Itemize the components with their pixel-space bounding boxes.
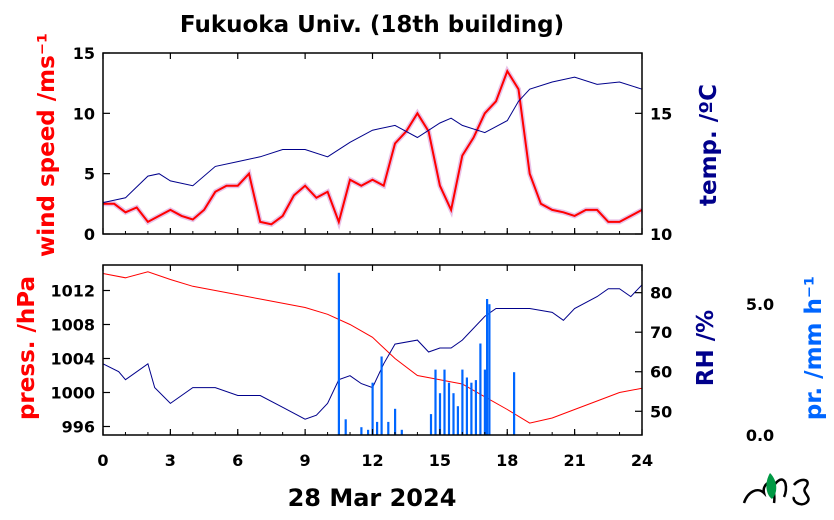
right-y-tick-label: 60 bbox=[650, 363, 672, 382]
precipitation-bar bbox=[387, 421, 390, 435]
wind-speed-raw-band bbox=[103, 65, 644, 231]
precipitation-bar bbox=[474, 380, 477, 435]
precipitation-bar bbox=[465, 377, 468, 435]
left-y-tick-label: 1012 bbox=[50, 282, 95, 301]
precipitation-bar bbox=[344, 419, 347, 435]
precipitation-bar bbox=[371, 382, 374, 435]
precipitation-bar bbox=[452, 393, 455, 435]
left-y-tick-label: 10 bbox=[73, 104, 95, 123]
precipitation-bar bbox=[443, 369, 446, 435]
x-tick-label: 3 bbox=[165, 451, 176, 470]
temperature-line bbox=[102, 76, 643, 204]
top-panel: 0 5 10 15 10 15 bbox=[73, 44, 673, 244]
precipitation-bar bbox=[429, 414, 433, 435]
left-y-tick-label: 1004 bbox=[50, 350, 95, 369]
right-y-tick-label: 50 bbox=[650, 402, 672, 421]
pressure-axis-label: press. /hPa bbox=[14, 276, 40, 420]
precipitation-bar bbox=[400, 429, 403, 435]
left-y-tick-label: 0 bbox=[84, 225, 95, 244]
logo-icon bbox=[742, 473, 810, 506]
precipitation-tick-label: 5.0 bbox=[746, 295, 774, 314]
precipitation-bar bbox=[367, 429, 370, 435]
precipitation-bar bbox=[483, 369, 486, 435]
precipitation-axis: 0.0 5.0 bbox=[746, 295, 774, 445]
right-y-tick-label: 80 bbox=[650, 284, 672, 303]
precipitation-bar bbox=[461, 369, 464, 435]
wind-speed-axis-label: wind speed /ms⁻¹ bbox=[34, 33, 60, 257]
precipitation-bar bbox=[438, 393, 442, 435]
precipitation-bar bbox=[380, 356, 383, 435]
x-tick-label: 6 bbox=[232, 451, 243, 470]
right-y-tick-label: 10 bbox=[650, 225, 672, 244]
wind-speed-line bbox=[103, 68, 643, 226]
precipitation-bar bbox=[360, 427, 363, 435]
precipitation-bar bbox=[486, 299, 489, 435]
x-tick-label: 18 bbox=[496, 451, 518, 470]
temperature-axis-label: temp. /ºC bbox=[696, 84, 722, 206]
date-label: 28 Mar 2024 bbox=[288, 484, 457, 512]
precipitation-bar bbox=[470, 382, 473, 435]
precipitation-bar bbox=[488, 304, 491, 435]
humidity-axis-label: RH /% bbox=[693, 310, 719, 386]
precipitation-bar bbox=[479, 343, 482, 435]
x-tick-label: 24 bbox=[631, 451, 653, 470]
bottom-panel: 0 3 6 9 12 15 18 21 24 996 1000 1004 1008 1012 50 60 70 8… bbox=[50, 264, 672, 470]
humidity-line bbox=[102, 284, 643, 420]
precipitation-bar bbox=[456, 406, 459, 435]
precipitation-bar bbox=[337, 272, 340, 435]
precipitation-bar bbox=[434, 369, 437, 435]
right-y-tick-label: 15 bbox=[650, 104, 672, 123]
pressure-line bbox=[102, 271, 643, 424]
precipitation-tick-label: 0.0 bbox=[746, 426, 774, 445]
chart-title: Fukuoka Univ. (18th building) bbox=[180, 12, 564, 38]
left-y-tick-label: 996 bbox=[62, 418, 95, 437]
precipitation-bar bbox=[447, 382, 451, 435]
x-tick-label: 9 bbox=[300, 451, 311, 470]
left-y-tick-label: 15 bbox=[73, 44, 95, 63]
x-tick-label: 0 bbox=[97, 451, 108, 470]
x-tick-label: 21 bbox=[563, 451, 585, 470]
x-tick-label: 15 bbox=[429, 451, 451, 470]
x-tick-label: 12 bbox=[361, 451, 383, 470]
precipitation-bar bbox=[513, 372, 516, 435]
precipitation-axis-label: pr. /mm h⁻¹ bbox=[801, 276, 827, 420]
precipitation-bar bbox=[376, 421, 379, 435]
left-y-tick-label: 5 bbox=[84, 165, 95, 184]
left-y-tick-label: 1008 bbox=[50, 316, 95, 335]
left-y-tick-label: 1000 bbox=[50, 384, 95, 403]
precipitation-bar bbox=[394, 408, 397, 435]
right-y-tick-label: 70 bbox=[650, 323, 672, 342]
